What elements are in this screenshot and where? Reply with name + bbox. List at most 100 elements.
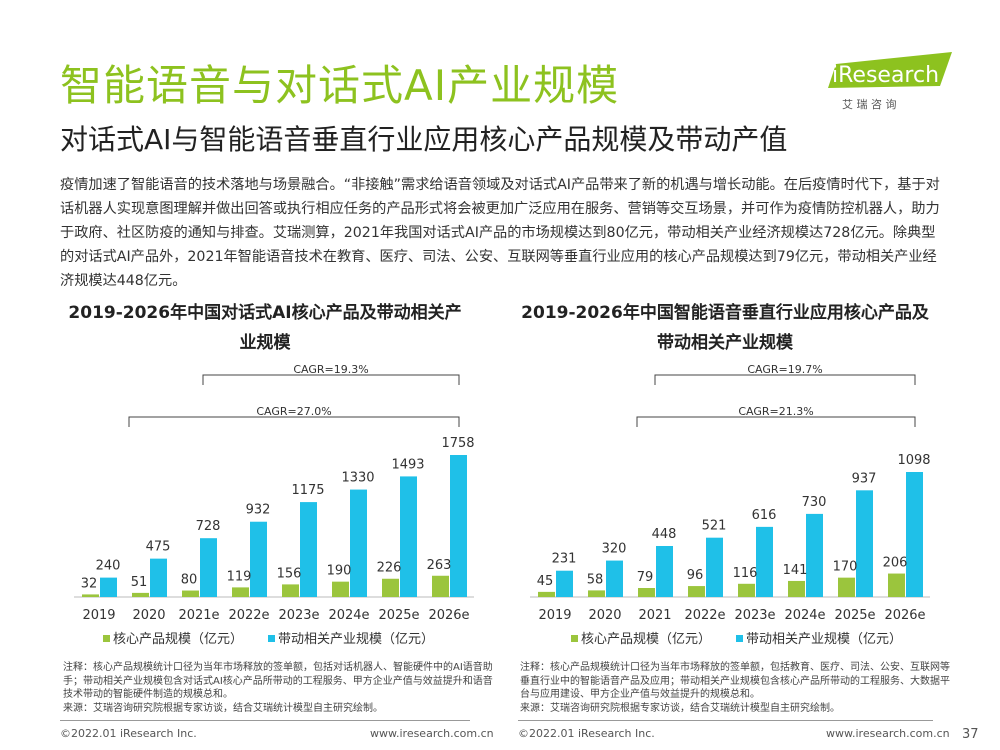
bar-core bbox=[588, 590, 605, 597]
data-label-related: 616 bbox=[752, 508, 777, 523]
data-label-related: 730 bbox=[802, 495, 827, 510]
data-label-related: 1330 bbox=[341, 471, 374, 486]
x-tick-label: 2025e bbox=[834, 608, 875, 623]
data-label-related: 728 bbox=[196, 519, 221, 534]
bar-core bbox=[82, 594, 99, 597]
bar-related bbox=[606, 560, 623, 597]
x-tick-label: 2022e bbox=[684, 608, 725, 623]
cagr-bracket bbox=[654, 374, 916, 385]
x-tick-label: 2025e bbox=[378, 608, 419, 623]
chart-title-right: 2019-2026年中国智能语音垂直行业应用核心产品及带动相关产业规模 bbox=[521, 303, 929, 353]
bar-core bbox=[838, 577, 855, 597]
bar-core bbox=[738, 583, 755, 597]
legend-swatch-core bbox=[103, 635, 110, 642]
data-label-related: 1758 bbox=[441, 436, 474, 451]
data-label-core: 79 bbox=[637, 570, 654, 585]
chart-left: 32 240 2019 51 475 2020 80 728 2021e 119 932 2022e 1… bbox=[74, 363, 475, 647]
cagr-bracket bbox=[636, 416, 916, 427]
copyright: ©2022.01 iResearch Inc. bbox=[60, 727, 197, 740]
bar-core bbox=[332, 581, 349, 597]
legend-swatch-related bbox=[736, 635, 743, 642]
bar-related bbox=[350, 489, 367, 597]
data-label-related: 231 bbox=[552, 552, 577, 567]
x-tick-label: 2021 bbox=[638, 608, 671, 623]
data-label-related: 1175 bbox=[291, 483, 324, 498]
logo-text: iResearch bbox=[832, 63, 939, 88]
bar-related bbox=[856, 490, 873, 597]
data-label-core: 170 bbox=[833, 560, 858, 575]
x-tick-label: 2021e bbox=[178, 608, 219, 623]
bar-related bbox=[200, 538, 217, 597]
note-left: 注释：核心产品规模统计口径为当年市场释放的签单额，包括对话机器人、智能硬件中的A… bbox=[63, 661, 493, 715]
note-right: 注释：核心产品规模统计口径为当年市场释放的签单额，包括教育、医疗、司法、公安、互… bbox=[520, 661, 950, 715]
data-label-core: 156 bbox=[277, 566, 302, 581]
data-label-core: 190 bbox=[327, 564, 352, 579]
cagr-label: CAGR=19.3% bbox=[293, 363, 368, 376]
x-tick-label: 2022e bbox=[228, 608, 269, 623]
bar-core bbox=[382, 578, 399, 597]
bar-related bbox=[450, 455, 467, 597]
x-tick-label: 2019 bbox=[82, 608, 115, 623]
bar-related bbox=[250, 521, 267, 597]
data-label-related: 1493 bbox=[391, 457, 424, 472]
data-label-core: 80 bbox=[181, 573, 198, 588]
bar-related bbox=[656, 545, 673, 597]
x-tick-label: 2023e bbox=[278, 608, 319, 623]
data-label-related: 937 bbox=[852, 471, 877, 486]
page-number: 37 bbox=[962, 727, 979, 742]
legend-label-related: 带动相关产业规模（亿元） bbox=[278, 632, 434, 647]
legend-swatch-core bbox=[571, 635, 578, 642]
legend-swatch-related bbox=[268, 635, 275, 642]
x-tick-label: 2026e bbox=[428, 608, 469, 623]
bar-core bbox=[688, 586, 705, 597]
data-label-related: 521 bbox=[702, 519, 727, 534]
bar-related bbox=[100, 577, 117, 597]
bar-core bbox=[538, 591, 555, 597]
bar-related bbox=[906, 472, 923, 597]
website-link[interactable]: www.iresearch.com.cn bbox=[826, 727, 950, 740]
iresearch-logo: iResearch 艾 瑞 咨 询 bbox=[828, 52, 952, 112]
bar-core bbox=[788, 580, 805, 597]
data-label-core: 226 bbox=[377, 561, 402, 576]
data-label-related: 1098 bbox=[897, 453, 930, 468]
bar-core bbox=[638, 588, 655, 597]
data-label-core: 116 bbox=[733, 566, 758, 581]
data-label-core: 58 bbox=[587, 572, 604, 587]
legend-label-core: 核心产品规模（亿元） bbox=[581, 632, 711, 647]
bar-related bbox=[300, 502, 317, 597]
footer-divider bbox=[60, 720, 470, 721]
x-tick-label: 2019 bbox=[538, 608, 571, 623]
bar-related bbox=[150, 558, 167, 597]
cagr-label: CAGR=21.3% bbox=[738, 405, 813, 418]
page-title: 智能语音与对话式AI产业规模 bbox=[60, 61, 620, 110]
bar-related bbox=[556, 570, 573, 597]
cagr-bracket bbox=[202, 374, 460, 385]
note-text: 注释：核心产品规模统计口径为当年市场释放的签单额，包括教育、医疗、司法、公安、互… bbox=[520, 662, 950, 700]
x-tick-label: 2026e bbox=[884, 608, 925, 623]
data-label-core: 141 bbox=[783, 563, 808, 578]
legend-label-core: 核心产品规模（亿元） bbox=[113, 632, 243, 647]
data-label-core: 45 bbox=[537, 574, 554, 589]
data-label-core: 96 bbox=[687, 568, 704, 583]
bar-core bbox=[232, 587, 249, 597]
source-text: 来源：艾瑞咨询研究院根据专家访谈，结合艾瑞统计模型自主研究绘制。 bbox=[520, 702, 840, 714]
bar-related bbox=[756, 526, 773, 597]
page-subtitle: 对话式AI与智能语音垂直行业应用核心产品规模及带动产值 bbox=[60, 123, 788, 156]
body-paragraph: 疫情加速了智能语音的技术落地与场景融合。“非接触”需求给语音领域及对话式AI产品… bbox=[60, 177, 940, 289]
note-text: 注释：核心产品规模统计口径为当年市场释放的签单额，包括对话机器人、智能硬件中的A… bbox=[63, 662, 493, 700]
chart-right: 45 231 2019 58 320 2020 79 448 2021 96 521 2022e 116… bbox=[530, 363, 931, 647]
bar-core bbox=[888, 573, 905, 597]
bar-core bbox=[282, 584, 299, 597]
chart-title-left: 2019-2026年中国对话式AI核心产品及带动相关产业规模 bbox=[68, 303, 462, 353]
website-link[interactable]: www.iresearch.com.cn bbox=[370, 727, 494, 740]
x-tick-label: 2024e bbox=[328, 608, 369, 623]
data-label-related: 932 bbox=[246, 503, 271, 518]
x-tick-label: 2023e bbox=[734, 608, 775, 623]
cagr-bracket bbox=[128, 416, 460, 427]
data-label-core: 206 bbox=[883, 556, 908, 571]
data-label-related: 448 bbox=[652, 527, 677, 542]
source-text: 来源：艾瑞咨询研究院根据专家访谈，结合艾瑞统计模型自主研究绘制。 bbox=[63, 702, 383, 714]
cagr-label: CAGR=19.7% bbox=[747, 363, 822, 376]
data-label-core: 32 bbox=[81, 576, 98, 591]
bar-related bbox=[706, 537, 723, 597]
